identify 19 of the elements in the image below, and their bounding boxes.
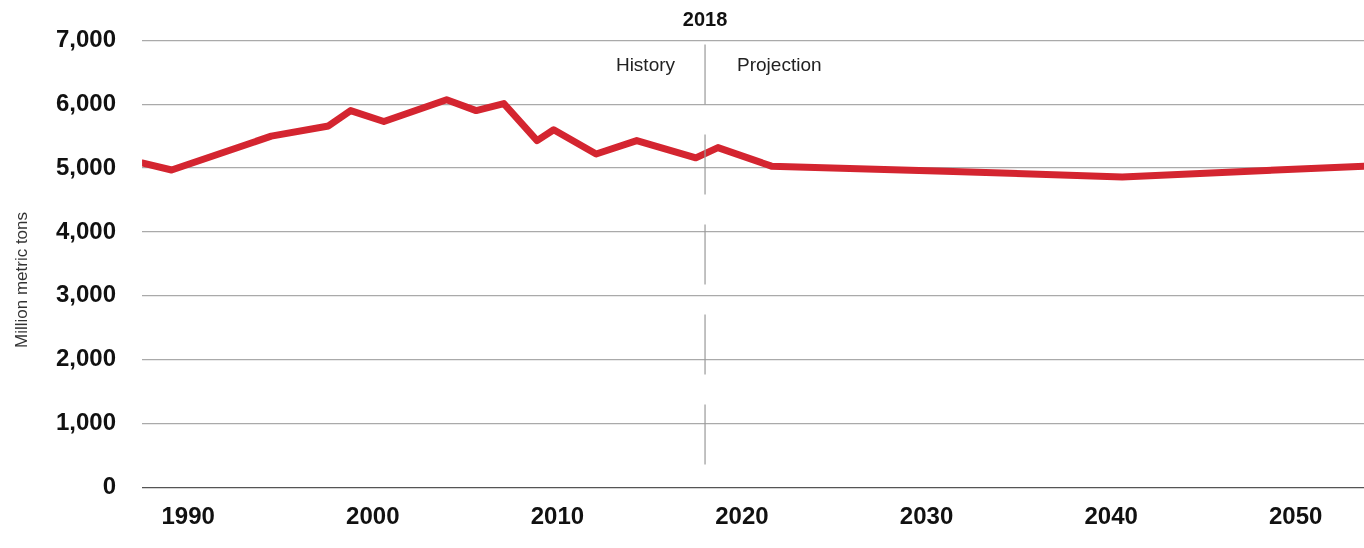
annotation: History [615,53,676,75]
y-tick-label: 7,000 [56,25,117,53]
y-tick-label: 1,000 [56,408,117,435]
annotation: Projection [737,53,822,75]
x-tick-label: 2020 [715,502,769,530]
x-tick-label: 2040 [1084,502,1138,530]
x-tick-label: 2000 [346,502,400,530]
y-tick-label: 6,000 [56,88,117,116]
ref-line-label: 2018 [682,7,728,30]
y-tick-label: 5,000 [56,152,117,180]
y-tick-label: 2,000 [56,344,117,372]
y-tick-label: 4,000 [56,216,117,244]
x-tick-label: 2030 [899,502,954,530]
x-tick-label: 1990 [161,502,215,530]
y-axis-title: Million metric tons [12,211,32,349]
x-tick-label: 2010 [530,502,585,530]
x-tick-label: 2050 [1269,502,1323,530]
y-tick-label: 0 [102,471,117,499]
y-tick-label: 3,000 [56,280,117,308]
